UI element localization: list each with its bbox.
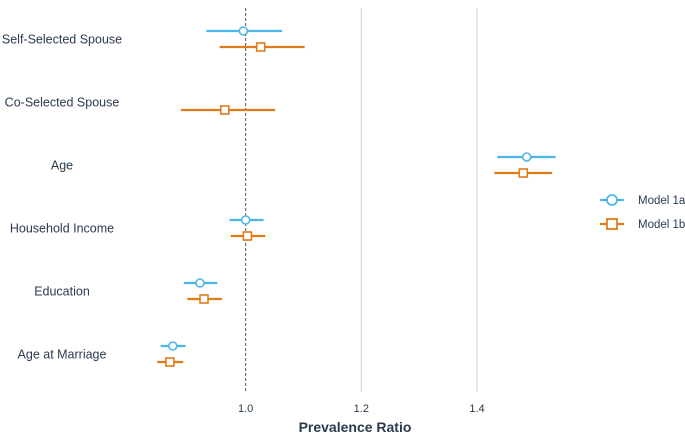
category-label: Education — [34, 285, 90, 299]
point-marker — [255, 42, 266, 52]
category-labels: Self-Selected Spouse Co-Selected Spouse Ag… — [2, 33, 122, 362]
category-label: Age at Marriage — [18, 348, 107, 362]
x-tick-label: 1.0 — [238, 403, 253, 415]
category-label: Co-Selected Spouse — [5, 96, 120, 110]
point-marker — [242, 231, 253, 241]
legend: Model 1a Model 1b — [600, 194, 685, 231]
point-marker — [167, 341, 178, 351]
point-marker — [240, 215, 251, 225]
legend-label: Model 1a — [638, 195, 685, 207]
category-label: Household Income — [10, 222, 114, 236]
legend-item: Model 1a — [600, 194, 685, 207]
point-marker — [518, 168, 529, 178]
point-marker — [238, 26, 249, 36]
series-layer — [157, 26, 556, 367]
point-marker — [165, 357, 175, 367]
point-marker — [199, 294, 209, 304]
legend-marker — [606, 218, 618, 230]
point-marker — [195, 278, 205, 288]
x-axis-title: Prevalence Ratio — [299, 419, 412, 433]
x-tick-label: 1.2 — [354, 403, 369, 415]
grid-layer: 1.0 1.2 1.4 — [238, 8, 485, 415]
legend-item: Model 1b — [600, 218, 685, 231]
category-label: Age — [51, 159, 73, 173]
point-marker — [521, 152, 532, 162]
legend-marker — [606, 194, 618, 206]
series-model-1a — [160, 26, 556, 351]
point-marker — [220, 105, 230, 115]
x-tick-label: 1.4 — [469, 403, 484, 415]
category-label: Self-Selected Spouse — [2, 33, 122, 47]
legend-label: Model 1b — [638, 219, 685, 231]
series-model-1b — [157, 42, 553, 367]
